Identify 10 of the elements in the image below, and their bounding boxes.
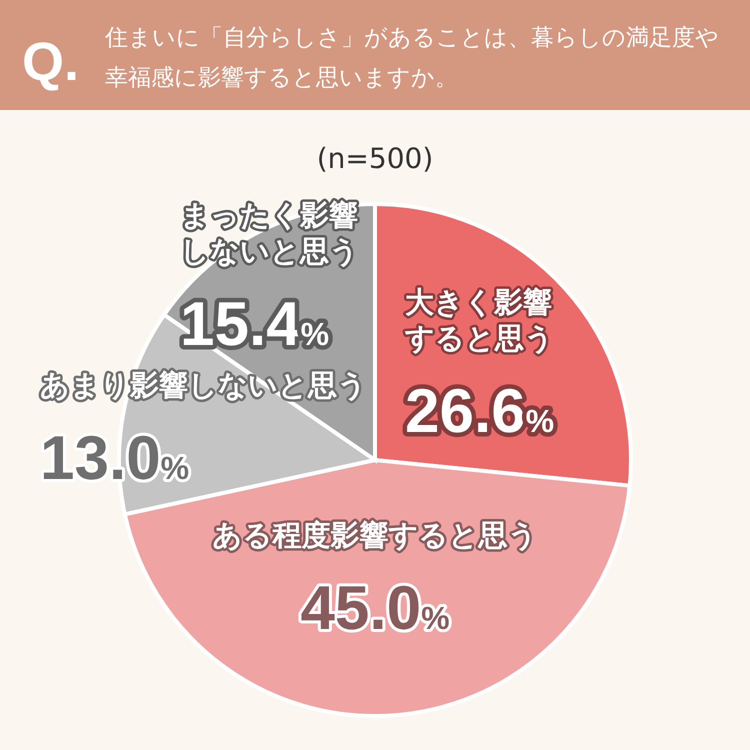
data-label: 15.4% xyxy=(180,290,330,359)
chart-title: 住まいに「自分らしさ」があることは、暮らしの満足度や幸福感に影響すると思いますか。 xyxy=(104,25,719,91)
chart-subtitle: (n=500) xyxy=(316,142,434,175)
slice-label: あまり影響しないと思う xyxy=(40,368,367,402)
data-label: 13.0% xyxy=(40,424,190,493)
slice-label: ある程度影響すると思う xyxy=(212,518,538,552)
text: Q. xyxy=(22,32,80,92)
data-label: 45.0% xyxy=(300,574,450,643)
data-label: 26.6% xyxy=(405,377,554,446)
slice-label: 大きく影響すると思う xyxy=(404,285,554,355)
